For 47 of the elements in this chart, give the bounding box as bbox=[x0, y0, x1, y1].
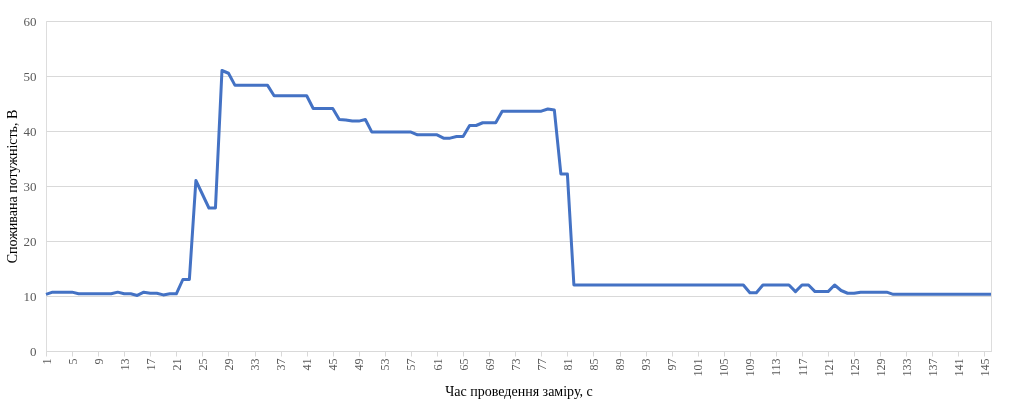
x-tick-label: 57 bbox=[404, 358, 419, 371]
y-tick-label: 20 bbox=[23, 233, 37, 249]
y-axis-title: Споживана потужність, В bbox=[4, 109, 20, 264]
x-tick-label: 29 bbox=[221, 358, 236, 371]
x-tick-label: 5 bbox=[65, 358, 80, 365]
x-tick-label: 17 bbox=[143, 358, 158, 371]
x-tick-label: 61 bbox=[430, 358, 445, 371]
x-tick-label: 89 bbox=[613, 358, 628, 371]
x-tick-label: 117 bbox=[795, 358, 810, 377]
x-tick-label: 25 bbox=[195, 358, 210, 371]
x-tick-label: 141 bbox=[951, 358, 966, 377]
x-tick-label: 125 bbox=[847, 358, 862, 377]
x-axis-title: Час проведення заміру, с bbox=[445, 383, 593, 399]
y-tick-label: 0 bbox=[30, 343, 37, 359]
y-tick-label: 30 bbox=[23, 178, 37, 194]
y-tick-label: 50 bbox=[23, 68, 37, 84]
x-tick-label: 53 bbox=[378, 358, 393, 371]
x-tick-label: 33 bbox=[248, 358, 263, 371]
x-tick-label: 145 bbox=[977, 358, 992, 377]
y-tick-label: 60 bbox=[23, 13, 37, 29]
x-tick-label: 85 bbox=[586, 358, 601, 371]
x-tick-label: 69 bbox=[482, 358, 497, 371]
x-tick-label: 81 bbox=[560, 358, 575, 371]
x-tick-label: 73 bbox=[508, 358, 523, 371]
x-tick-label: 65 bbox=[456, 358, 471, 371]
line-series bbox=[44, 69, 993, 297]
x-tick-label: 109 bbox=[743, 358, 758, 377]
x-tick-label: 41 bbox=[300, 358, 315, 371]
x-tick-label: 1 bbox=[39, 358, 54, 365]
x-tick-label: 77 bbox=[534, 358, 549, 371]
x-tick-label: 49 bbox=[352, 358, 367, 371]
x-tick-label: 97 bbox=[665, 358, 680, 371]
x-tick-label: 13 bbox=[117, 358, 132, 371]
x-tick-label: 121 bbox=[821, 358, 836, 377]
y-tick-label: 10 bbox=[23, 288, 37, 304]
x-tick-label: 105 bbox=[717, 358, 732, 377]
y-tick-label: 40 bbox=[23, 123, 37, 139]
x-tick-label: 113 bbox=[769, 358, 784, 377]
x-tick-label: 45 bbox=[326, 358, 341, 371]
x-tick-label: 101 bbox=[691, 358, 706, 377]
x-tick-label: 21 bbox=[169, 358, 184, 371]
x-tick-label: 9 bbox=[91, 358, 106, 365]
x-tick-label: 37 bbox=[274, 358, 289, 371]
x-tick-label: 137 bbox=[925, 358, 940, 377]
x-tick-label: 133 bbox=[899, 358, 914, 377]
x-tick-label: 129 bbox=[873, 358, 888, 377]
x-tick-label: 93 bbox=[639, 358, 654, 371]
